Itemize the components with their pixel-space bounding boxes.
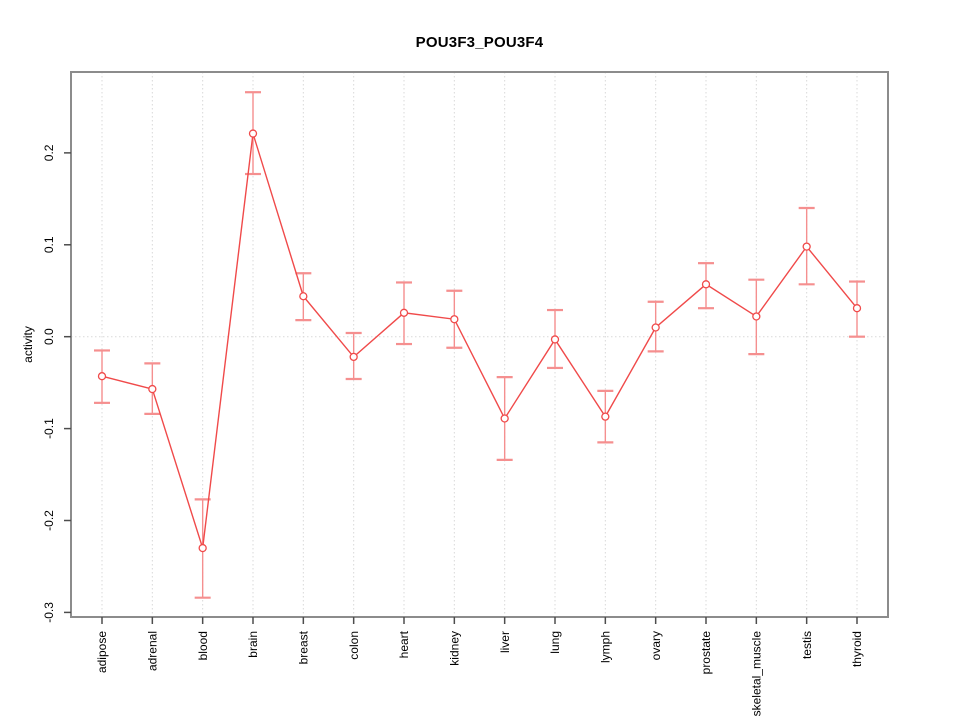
data-point-liver: [500, 414, 509, 423]
x-tick-label-adipose: adipose: [95, 631, 109, 673]
x-tick-label-liver: liver: [498, 631, 512, 653]
data-point-colon: [349, 352, 358, 362]
data-point-lung: [550, 335, 560, 344]
y-tick-label--0.2: -0.2: [42, 510, 56, 531]
series-line-activity: [101, 133, 858, 549]
x-tick-label-blood: blood: [196, 631, 210, 660]
x-tick-label-heart: heart: [397, 630, 411, 658]
data-point-kidney: [450, 315, 459, 324]
x-tick-label-ovary: ovary: [649, 631, 663, 660]
x-tick-label-kidney: kidney: [448, 631, 462, 666]
data-point-blood: [198, 543, 207, 553]
y-axis-label: activity: [21, 326, 35, 363]
y-tick-label--0.1: -0.1: [42, 418, 56, 439]
x-tick-label-lung: lung: [548, 631, 562, 654]
x-tick-label-breast: breast: [297, 630, 311, 664]
x-tick-label-lymph: lymph: [599, 631, 613, 663]
y-tick-label--0.3: -0.3: [42, 602, 56, 623]
x-tick-label-testis: testis: [800, 631, 814, 659]
data-point-testis: [802, 242, 811, 251]
chart-title: POU3F3_POU3F4: [415, 34, 544, 51]
x-tick-label-prostate: prostate: [699, 631, 713, 675]
data-point-adrenal: [148, 384, 157, 394]
y-tick-label-0.2: 0.2: [42, 144, 56, 161]
data-point-prostate: [701, 280, 711, 289]
data-point-thyroid: [852, 304, 862, 313]
x-tick-label-skeletal_muscle: skeletal_muscle: [750, 631, 764, 717]
x-tick-label-adrenal: adrenal: [146, 631, 160, 671]
data-point-brain: [248, 129, 258, 138]
x-tick-label-brain: brain: [246, 631, 260, 658]
data-point-ovary: [651, 323, 660, 332]
y-tick-label-0: 0.0: [42, 328, 56, 345]
x-tick-label-colon: colon: [347, 631, 361, 660]
data-point-skeletal_muscle: [752, 312, 761, 321]
data-point-lymph: [601, 412, 610, 421]
x-tick-label-thyroid: thyroid: [850, 631, 864, 667]
plot-border: [70, 71, 889, 618]
y-tick-label-0.1: 0.1: [42, 236, 56, 253]
data-point-adipose: [97, 372, 107, 381]
data-point-heart: [399, 308, 409, 317]
data-point-breast: [299, 292, 308, 301]
